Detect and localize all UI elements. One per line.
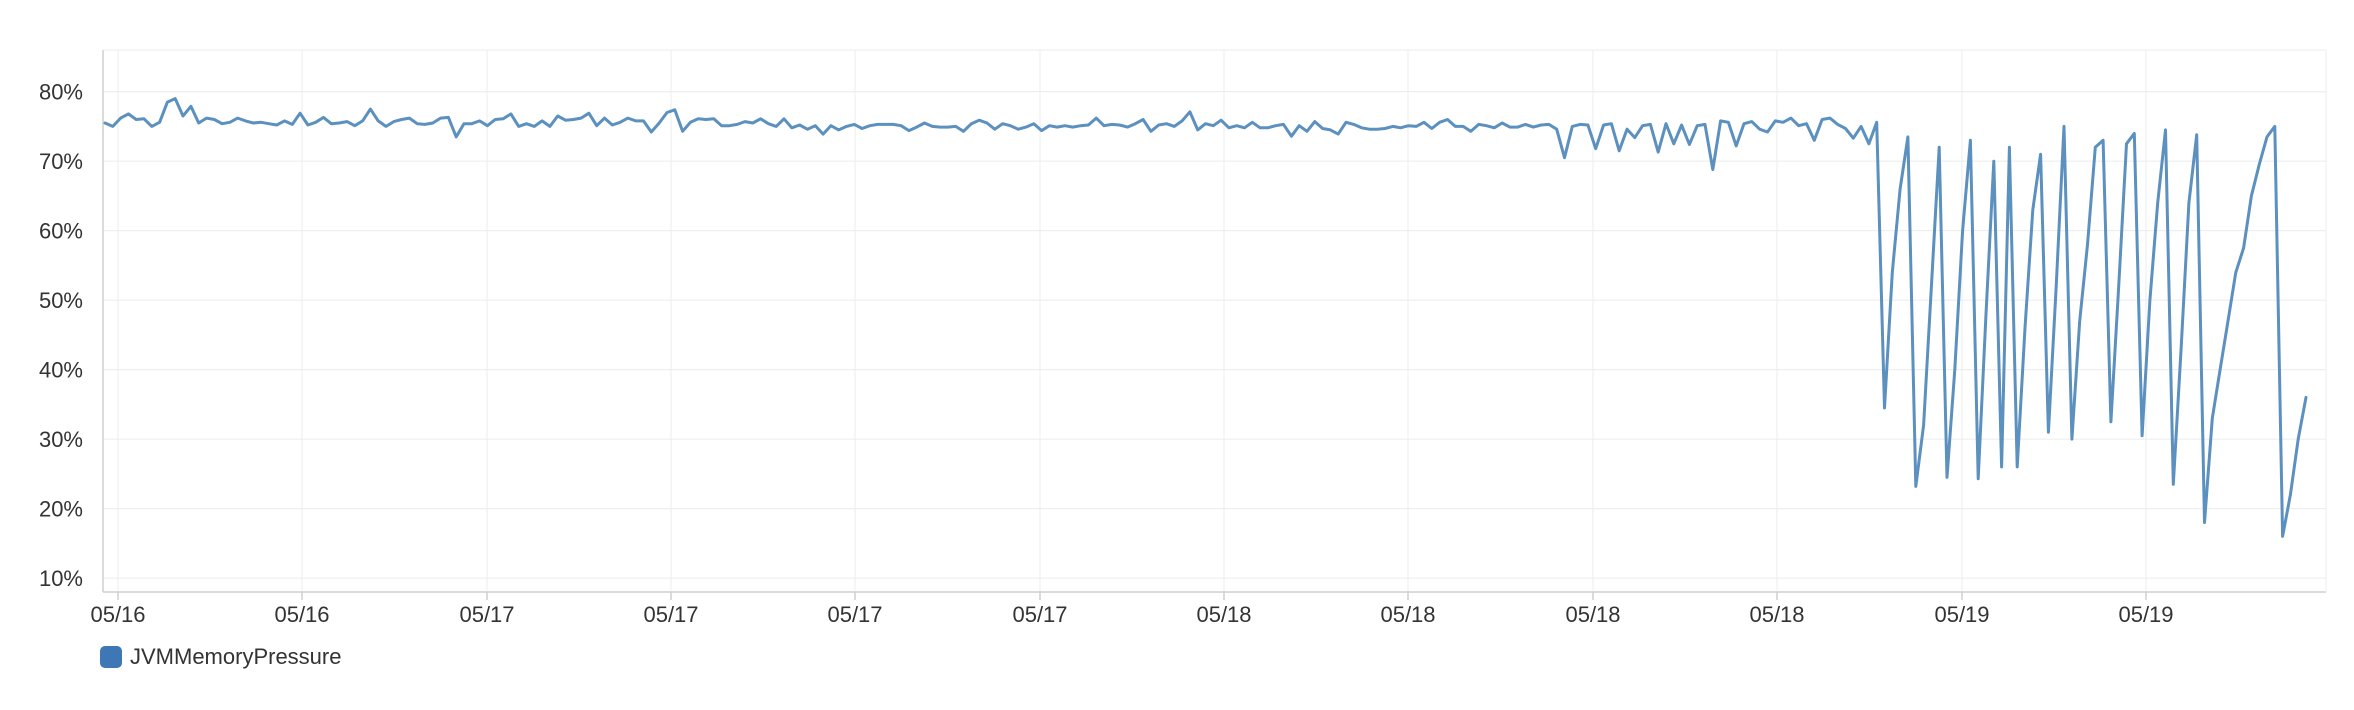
x-tick-label: 05/17 <box>459 602 514 627</box>
x-tick-label: 05/18 <box>1196 602 1251 627</box>
y-axis-ticks: 10% 20% 30% 40% 50% 60% 70% 80% <box>39 80 83 591</box>
x-tick-label: 05/17 <box>827 602 882 627</box>
legend[interactable]: JVMMemoryPressure <box>100 644 341 670</box>
y-tick-label: 50% <box>39 288 83 313</box>
y-tick-label: 60% <box>39 219 83 244</box>
x-tick-label: 05/18 <box>1565 602 1620 627</box>
y-tick-label: 70% <box>39 149 83 174</box>
y-tick-label: 40% <box>39 358 83 383</box>
x-tick-label: 05/18 <box>1749 602 1804 627</box>
series-line-jvm-memory-pressure <box>103 97 2308 538</box>
x-axis-ticks: 05/16 05/16 05/17 05/17 05/17 05/17 05/18 05/18… <box>90 592 2174 627</box>
grid <box>103 50 2326 592</box>
x-tick-label: 05/19 <box>2118 602 2173 627</box>
y-tick-label: 10% <box>39 566 83 591</box>
x-tick-label: 05/17 <box>643 602 698 627</box>
legend-swatch <box>100 646 122 668</box>
x-tick-label: 05/19 <box>1934 602 1989 627</box>
axes <box>102 49 2327 593</box>
y-tick-label: 30% <box>39 427 83 452</box>
legend-label: JVMMemoryPressure <box>130 644 342 669</box>
x-tick-label: 05/16 <box>90 602 145 627</box>
x-tick-label: 05/17 <box>1012 602 1067 627</box>
x-tick-label: 05/18 <box>1380 602 1435 627</box>
y-tick-label: 20% <box>39 497 83 522</box>
x-tick-label: 05/16 <box>274 602 329 627</box>
series-layer <box>103 97 2308 538</box>
y-tick-label: 80% <box>39 80 83 105</box>
